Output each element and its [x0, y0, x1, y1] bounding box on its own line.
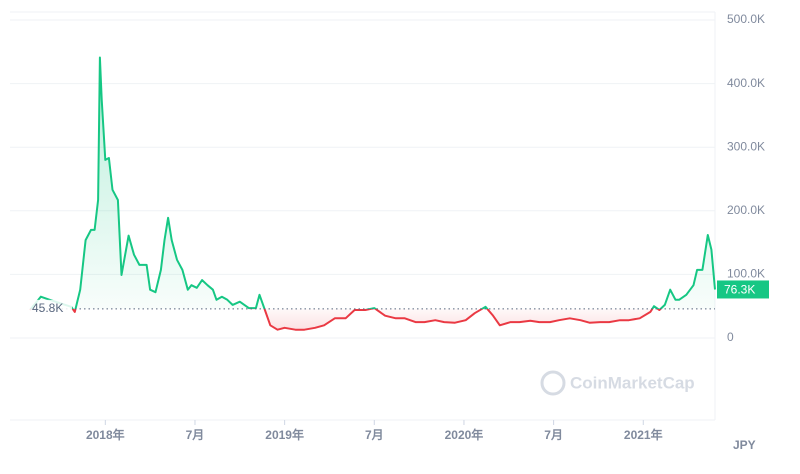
last-price-label: 76.3K: [724, 283, 755, 297]
y-tick-label: 500.0K: [727, 12, 765, 26]
x-tick-label: 7月: [365, 428, 384, 442]
price-line: [29, 56, 716, 331]
y-tick-label: 300.0K: [727, 139, 765, 153]
watermark-logo: [540, 370, 566, 396]
x-tick-label: 2018年: [86, 427, 125, 442]
x-tick-label: 2020年: [445, 427, 484, 442]
x-tick-label: 2019年: [265, 427, 304, 442]
watermark-text: CoinMarketCap: [570, 373, 695, 392]
watermark: CoinMarketCap: [540, 370, 695, 396]
y-tick-label: 200.0K: [727, 203, 765, 217]
last-price-box: [717, 280, 769, 299]
y-tick-label: 100.0K: [727, 267, 765, 281]
x-tick-label: 2021年: [624, 427, 663, 442]
y-tick-label: 400.0K: [727, 76, 765, 90]
baseline-label: 45.8K: [32, 301, 63, 315]
x-tick-label: 7月: [186, 428, 205, 442]
baseline-label-bg: [28, 299, 72, 318]
area: [30, 57, 715, 330]
unit-label: JPY: [733, 438, 756, 452]
y-tick-label: 0: [727, 330, 734, 344]
x-tick-label: 7月: [544, 428, 563, 442]
